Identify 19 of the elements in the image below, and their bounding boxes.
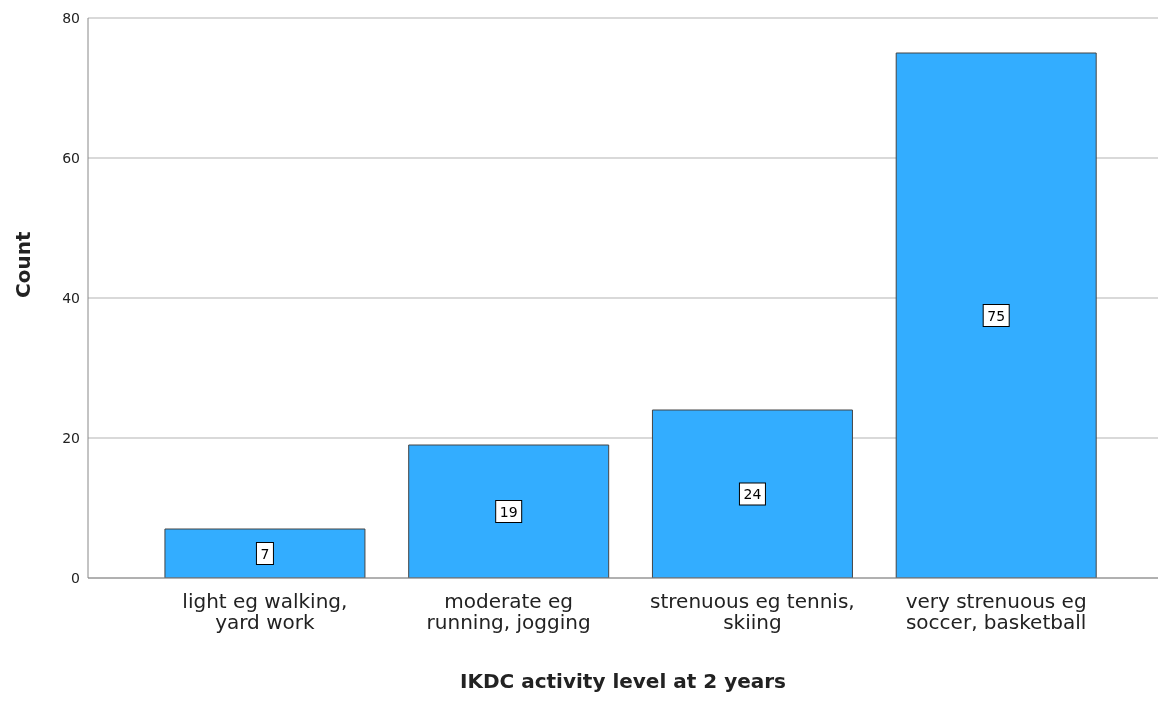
data-label: 7 <box>260 545 270 562</box>
y-tick-label: 40 <box>62 289 80 306</box>
y-tick-label: 60 <box>62 149 80 166</box>
data-label: 24 <box>743 486 762 502</box>
y-axis-title: Count <box>11 231 36 298</box>
x-axis-title: IKDC activity level at 2 years <box>459 669 787 693</box>
x-tick-label: light eg walking, yard work <box>182 589 348 634</box>
y-tick-label: 80 <box>62 9 80 26</box>
x-tick-label: very strenuous eg soccer, basketball <box>905 589 1087 634</box>
bar <box>164 528 366 578</box>
data-label: 19 <box>499 503 518 520</box>
x-tick-label: strenuous eg tennis, skiing <box>650 589 855 634</box>
data-label: 75 <box>987 307 1006 324</box>
bar <box>651 409 853 578</box>
bar <box>408 444 610 578</box>
y-tick-label: 0 <box>71 569 80 586</box>
bar <box>895 52 1097 578</box>
y-tick-label: 20 <box>62 429 80 446</box>
x-tick-label: moderate eg running, jogging <box>426 589 591 634</box>
